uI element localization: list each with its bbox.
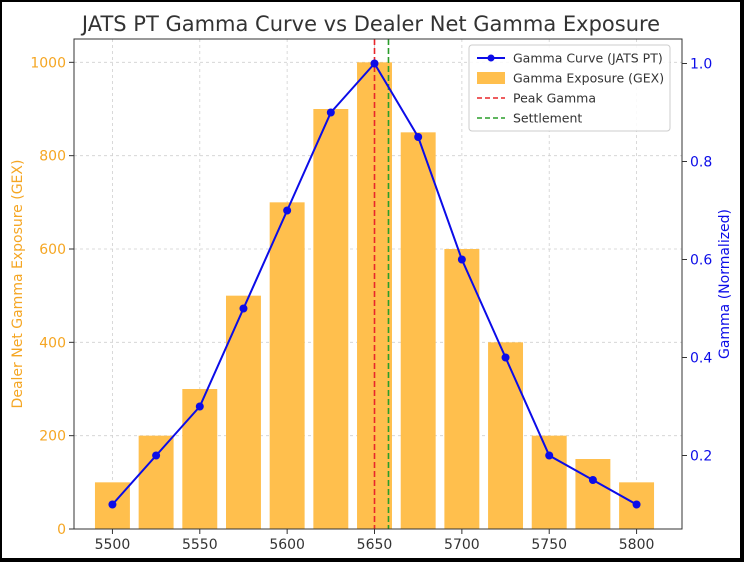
x-tick-label: 5500 [95, 537, 131, 553]
gamma-point [632, 500, 641, 509]
gamma-point [370, 59, 379, 68]
y-tick-label: 0 [57, 522, 66, 538]
legend-label: Settlement [513, 111, 582, 126]
legend-box [468, 44, 671, 132]
y-tick-label: 800 [39, 149, 66, 165]
gamma-point [457, 255, 466, 264]
gamma-point [545, 451, 554, 460]
line-series [108, 59, 641, 509]
y-tick-label: 600 [39, 242, 66, 258]
y-tick-label: 1000 [30, 55, 66, 71]
gamma-point [501, 353, 510, 362]
legend-swatch-bar [477, 72, 505, 84]
bar [575, 459, 611, 529]
legend-label: Gamma Curve (JATS PT) [513, 51, 663, 66]
y2-tick-label: 0.2 [690, 449, 712, 465]
y-tick-label: 400 [39, 335, 66, 351]
gamma-point [283, 206, 292, 215]
y-axis-label: Dealer Net Gamma Exposure (GEX) [10, 160, 26, 409]
bar [269, 202, 305, 530]
chart-title: JATS PT Gamma Curve vs Dealer Net Gamma … [80, 12, 660, 36]
gamma-point [326, 108, 335, 117]
gamma-point [152, 451, 161, 460]
bar [444, 249, 480, 529]
legend-label: Gamma Exposure (GEX) [513, 71, 664, 86]
y2-tick-label: 0.8 [690, 155, 712, 171]
x-axis: 5500 5550 5600 5650 5700 5750 5800 [95, 529, 655, 553]
legend-swatch-marker [487, 54, 495, 62]
gamma-point [588, 476, 597, 484]
x-tick-label: 5550 [182, 537, 218, 553]
bar [313, 109, 349, 529]
gamma-point [108, 500, 117, 509]
bar [138, 435, 174, 529]
y2-axis-label: Gamma (Normalized) [717, 209, 733, 359]
y-axis-left: 0 200 400 600 800 1000 [30, 55, 74, 538]
gamma-point [414, 133, 423, 141]
legend: Gamma Curve (JATS PT) Gamma Exposure (GEX… [468, 44, 671, 132]
reference-lines [373, 39, 390, 529]
x-tick-label: 5750 [531, 537, 567, 553]
y-tick-label: 200 [39, 429, 66, 445]
bar [182, 389, 218, 529]
x-tick-label: 5650 [357, 537, 393, 553]
gamma-point [239, 304, 248, 313]
bar [488, 342, 524, 529]
plot-frame [73, 38, 683, 530]
y-axis-right: 0.2 0.4 0.6 0.8 1.0 [682, 57, 712, 465]
legend-label: Peak Gamma [513, 91, 596, 106]
x-tick-label: 5800 [619, 537, 655, 553]
y2-tick-label: 0.6 [690, 253, 712, 269]
x-tick-label: 5600 [269, 537, 305, 553]
bar [400, 132, 436, 530]
y2-tick-label: 1.0 [690, 57, 712, 73]
bar [531, 435, 567, 529]
x-tick-label: 5700 [444, 537, 480, 553]
gamma-point [195, 402, 204, 411]
y2-tick-label: 0.4 [690, 351, 712, 367]
bar [226, 295, 261, 529]
